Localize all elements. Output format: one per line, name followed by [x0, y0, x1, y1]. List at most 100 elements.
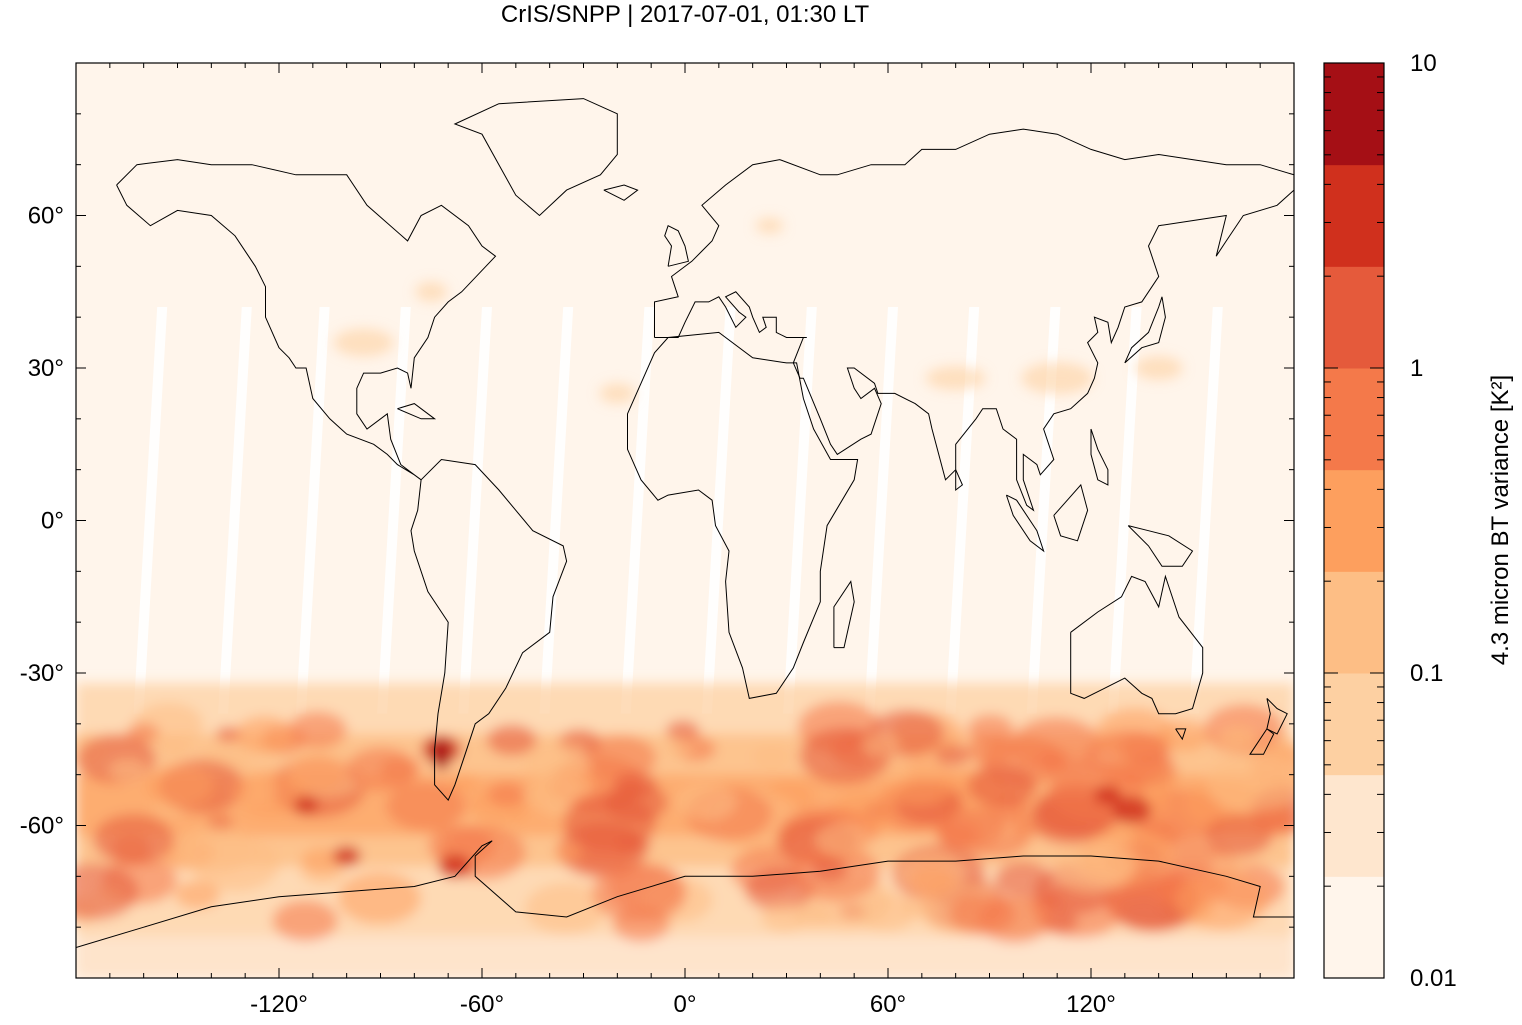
variance-peak — [293, 796, 319, 815]
nh-patch — [599, 383, 636, 404]
nh-patch — [1134, 356, 1183, 380]
colorbar-tick-label: 1 — [1410, 355, 1423, 382]
variance-blob — [233, 770, 308, 818]
swath-gap — [539, 307, 574, 714]
x-tick-label: 120° — [1066, 991, 1116, 1018]
variance-blob — [1052, 842, 1135, 894]
variance-blob — [1206, 753, 1294, 813]
y-tick-label: 30° — [28, 355, 64, 382]
colorbar-segment — [1324, 266, 1384, 369]
coastline-path — [397, 403, 437, 420]
variance-blob — [215, 726, 242, 743]
nh-patch — [925, 366, 986, 391]
x-tick-label: -120° — [250, 991, 308, 1018]
x-tick-label: 60° — [870, 991, 906, 1018]
coastline-path — [1090, 428, 1109, 486]
coastlines — [76, 98, 1294, 948]
coastline-path — [627, 331, 859, 699]
colorbar-segment — [1324, 876, 1384, 979]
variance-blob — [967, 764, 1037, 809]
variance-blob — [935, 744, 970, 767]
variance-blob — [487, 781, 528, 807]
variance-blob — [525, 882, 607, 935]
nh-patch — [415, 281, 448, 302]
variance-blob — [337, 872, 421, 925]
colorbar-segment — [1324, 164, 1384, 267]
variance-blob — [523, 741, 591, 783]
coastline-path — [664, 224, 689, 267]
variance-blob — [157, 735, 190, 756]
coastline-path — [833, 580, 855, 649]
coastline-path — [1249, 728, 1275, 755]
coastline-path — [1005, 494, 1045, 553]
southern-variance-band — [76, 683, 1294, 978]
nh-patch — [1021, 362, 1094, 395]
northern-variance-patches — [333, 217, 1183, 404]
variance-blob — [174, 880, 220, 909]
coastline-path — [1175, 728, 1187, 741]
variance-blob — [862, 732, 900, 757]
colorbar-segment — [1324, 469, 1384, 572]
swath-gap — [864, 307, 898, 714]
colorbar-frame — [1323, 62, 1385, 979]
swath-gap — [1189, 307, 1223, 714]
variance-peak — [1112, 796, 1152, 825]
variance-blob — [936, 806, 1006, 851]
coastline-path — [603, 184, 639, 201]
colorbar-tick-label: 0.1 — [1410, 660, 1443, 687]
variance-blob — [176, 824, 255, 874]
variance-blob — [557, 822, 647, 879]
x-tick-label: 0° — [674, 991, 697, 1018]
variance-blob — [810, 859, 848, 883]
variance-blob — [1250, 806, 1294, 835]
variance-blob — [676, 782, 737, 821]
variance-peak — [332, 846, 361, 866]
swath-gap — [1107, 307, 1142, 714]
coastline-path — [116, 159, 497, 481]
variance-blob — [1175, 871, 1269, 930]
variance-blob — [612, 906, 670, 942]
y-tick-label: 60° — [28, 203, 64, 230]
variance-blob — [751, 744, 792, 770]
nh-patch — [755, 217, 784, 234]
swath-gap — [701, 307, 736, 714]
variance-peak — [1093, 785, 1122, 805]
coastline-path — [410, 458, 568, 802]
variance-blob — [583, 735, 657, 781]
coastline-path — [1124, 296, 1166, 364]
x-tick-label: -60° — [460, 991, 504, 1018]
variance-blob — [386, 781, 467, 832]
map-ticks: -120° -60° 0° 60° 120° 60° 30° 0° -30° -60° — [20, 63, 1294, 1018]
colorbar: 10 1 0.1 0.01 — [1323, 50, 1457, 992]
colorbar-label: 4.3 micron BT variance [K²] — [1487, 375, 1514, 665]
colorbar-tick-label: 0.01 — [1410, 965, 1457, 992]
coastline-path — [1070, 574, 1204, 715]
figure-title: CrIS/SNPP | 2017-07-01, 01:30 LT — [501, 1, 870, 28]
coastline-path — [1127, 525, 1194, 567]
coastline-path — [453, 98, 618, 217]
coastline-path — [955, 469, 964, 492]
coastline-path — [1053, 483, 1089, 542]
variance-blob — [93, 814, 174, 865]
variance-blob — [272, 900, 338, 942]
variance-blob — [554, 842, 584, 861]
colorbar-segment — [1324, 63, 1384, 166]
variance-blob — [145, 764, 215, 808]
variance-blob — [760, 902, 808, 932]
y-tick-label: -60° — [20, 813, 64, 840]
nh-patch — [333, 328, 394, 357]
variance-blob — [288, 711, 347, 749]
variance-blob — [591, 863, 687, 923]
coastline-path — [1266, 698, 1288, 735]
variance-blob — [666, 720, 700, 741]
variance-blob — [76, 863, 139, 920]
variance-blob — [235, 716, 295, 754]
swath-gap — [218, 307, 252, 714]
swath-gap — [1026, 307, 1061, 714]
variance-blob — [523, 777, 577, 812]
swath-gap — [458, 307, 492, 714]
y-tick-label: 0° — [41, 508, 64, 535]
variance-blob — [486, 724, 537, 756]
variance-blob — [815, 821, 872, 857]
